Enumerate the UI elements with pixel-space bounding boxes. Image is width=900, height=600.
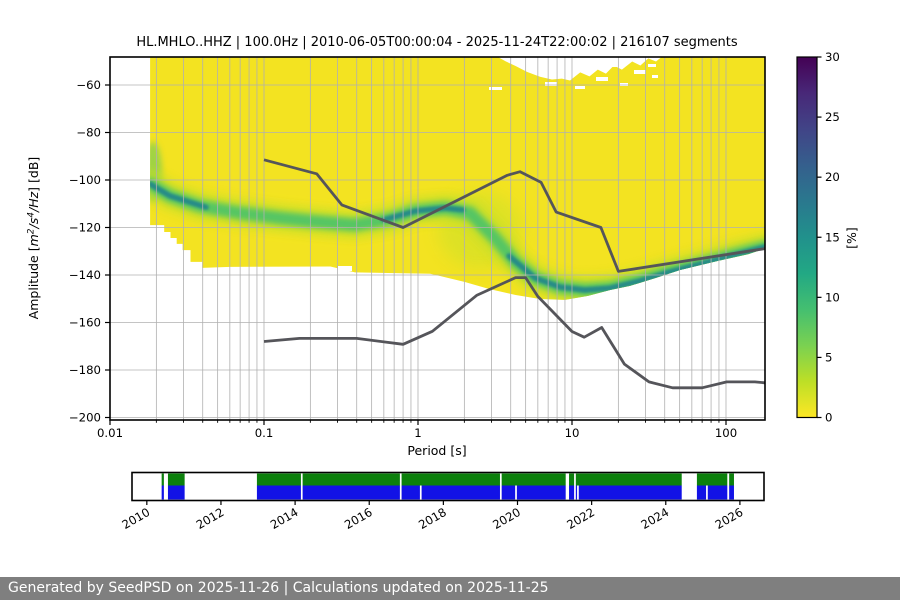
timeline-coverage-green bbox=[256, 473, 566, 486]
timeline-year-label: 2012 bbox=[194, 505, 227, 532]
timeline-coverage-green bbox=[569, 473, 682, 486]
colorbar-tick-label: 20 bbox=[825, 170, 840, 184]
y-tick-label: −160 bbox=[69, 316, 101, 330]
colorbar-tick-label: 5 bbox=[825, 350, 832, 364]
colorbar-bar bbox=[796, 56, 818, 419]
x-tick-label: 0.1 bbox=[255, 426, 274, 440]
timeline-blue-gap-line bbox=[706, 485, 708, 500]
y-tick-label: −80 bbox=[76, 126, 101, 140]
y-axis-label-segment: ] [dB] bbox=[26, 157, 41, 192]
psd-heatmap bbox=[150, 56, 765, 300]
timeline-coverage-blue bbox=[696, 485, 728, 500]
y-tick-label: −120 bbox=[69, 221, 101, 235]
y-axis-label-segment: Amplitude [ bbox=[26, 246, 41, 319]
timeline-coverage-blue bbox=[256, 485, 566, 500]
noise-model-lines bbox=[263, 158, 766, 390]
heatmap-speckle bbox=[608, 64, 618, 67]
colorbar-tick-label: 25 bbox=[825, 110, 840, 124]
plot-title: HL.MHLO..HHZ | 100.0Hz | 2010-06-05T00:0… bbox=[136, 35, 738, 50]
timeline-year-label: 2014 bbox=[268, 505, 301, 532]
footer-bar: Generated by SeedPSD on 2025-11-26 | Cal… bbox=[0, 577, 900, 600]
heatmap-speckle bbox=[596, 77, 608, 81]
y-axis-label-segment: m bbox=[26, 234, 41, 246]
x-tick-label: 1 bbox=[414, 426, 421, 440]
heatmap-speckle bbox=[562, 72, 571, 75]
band-teal-core bbox=[381, 205, 466, 223]
y-tick-label: −100 bbox=[69, 173, 101, 187]
colorbar-tick-label: 10 bbox=[825, 290, 840, 304]
colorbar-label: [%] bbox=[844, 227, 859, 249]
psd-mode-band bbox=[150, 142, 765, 300]
colorbar: 0 5 10 15 20 25 30 bbox=[796, 50, 840, 425]
y-axis-label-segment: Hz bbox=[26, 191, 41, 207]
colorbar-tick-label: 30 bbox=[825, 50, 840, 64]
y-axis-label-segment: 2 bbox=[27, 228, 37, 234]
timeline-coverage-blue bbox=[569, 485, 682, 500]
timeline-coverage-green bbox=[696, 473, 728, 486]
y-axis-label-segment: 4 bbox=[27, 212, 37, 218]
y-tick-label: −200 bbox=[69, 411, 101, 425]
heatmap-speckle bbox=[652, 75, 658, 78]
timeline-coverage-green bbox=[729, 473, 734, 486]
timeline-blue-gap-line bbox=[515, 485, 517, 500]
heatmap-speckle bbox=[648, 64, 656, 67]
y-axis-label-segment: / bbox=[26, 222, 41, 229]
psd-plot-svg: HL.MHLO..HHZ | 100.0Hz | 2010-06-05T00:0… bbox=[26, 35, 859, 532]
heatmap-speckle bbox=[489, 87, 502, 90]
timeline-coverage-blue bbox=[167, 485, 185, 500]
timeline-coverage-blue bbox=[161, 485, 164, 500]
axes-and-ticks: 0.01 0.1 1 10 100 −60 −80 −100 −120 −140 −160 −180 −… bbox=[69, 56, 766, 440]
y-tick-label: −180 bbox=[69, 363, 101, 377]
x-tick-label: 100 bbox=[715, 426, 737, 440]
timeline-blue-gap-line bbox=[577, 485, 579, 500]
nhnm-line bbox=[263, 158, 766, 273]
availability-timeline: 2010 2012 2014 2016 2018 2020 2022 2024 2026 bbox=[120, 471, 765, 532]
timeline-gap-line bbox=[399, 473, 402, 500]
heatmap-speckle bbox=[575, 86, 585, 89]
timeline-gap-line bbox=[499, 473, 502, 500]
y-axis-label-segment: s bbox=[26, 217, 41, 224]
timeline-coverage-green bbox=[167, 473, 185, 486]
y-axis-label: Amplitude [m2/s4/Hz] [dB] bbox=[26, 157, 41, 320]
band-teal-core bbox=[506, 244, 765, 293]
x-axis-label: Period [s] bbox=[407, 443, 466, 458]
colorbar-tick-label: 0 bbox=[825, 411, 832, 425]
plot-border bbox=[109, 56, 766, 421]
colorbar-tick-label: 15 bbox=[825, 230, 840, 244]
timeline-coverage-green bbox=[161, 473, 164, 486]
timeline-year-label: 2022 bbox=[564, 505, 597, 532]
heatmap-speckle bbox=[583, 60, 599, 65]
timeline-blue-gap-line bbox=[419, 485, 422, 500]
timeline-border bbox=[131, 471, 765, 502]
timeline-year-label: 2020 bbox=[490, 505, 523, 532]
y-tick-label: −60 bbox=[76, 78, 101, 92]
nlnm-line bbox=[263, 276, 766, 390]
timeline-year-label: 2010 bbox=[120, 505, 153, 532]
psd-data-extent bbox=[150, 56, 765, 300]
timeline-gap-line bbox=[574, 473, 576, 500]
footer-text: Generated by SeedPSD on 2025-11-26 | Cal… bbox=[8, 580, 549, 596]
x-tick-label: 0.01 bbox=[97, 426, 123, 440]
heatmap-speckle bbox=[545, 82, 557, 86]
heatmap-speckle bbox=[634, 70, 646, 74]
timeline-year-label: 2016 bbox=[342, 505, 375, 532]
timeline-gap-line bbox=[300, 473, 303, 500]
x-tick-label: 10 bbox=[565, 426, 580, 440]
heatmap-speckle bbox=[620, 83, 628, 86]
timeline-coverage-blue bbox=[729, 485, 734, 500]
y-tick-label: −140 bbox=[69, 268, 101, 282]
heatmap-speckle bbox=[338, 266, 352, 271]
timeline-year-label: 2024 bbox=[639, 505, 672, 532]
timeline-year-label: 2026 bbox=[713, 505, 746, 532]
y-axis-label-segment: / bbox=[26, 206, 41, 213]
timeline-year-label: 2018 bbox=[416, 505, 449, 532]
